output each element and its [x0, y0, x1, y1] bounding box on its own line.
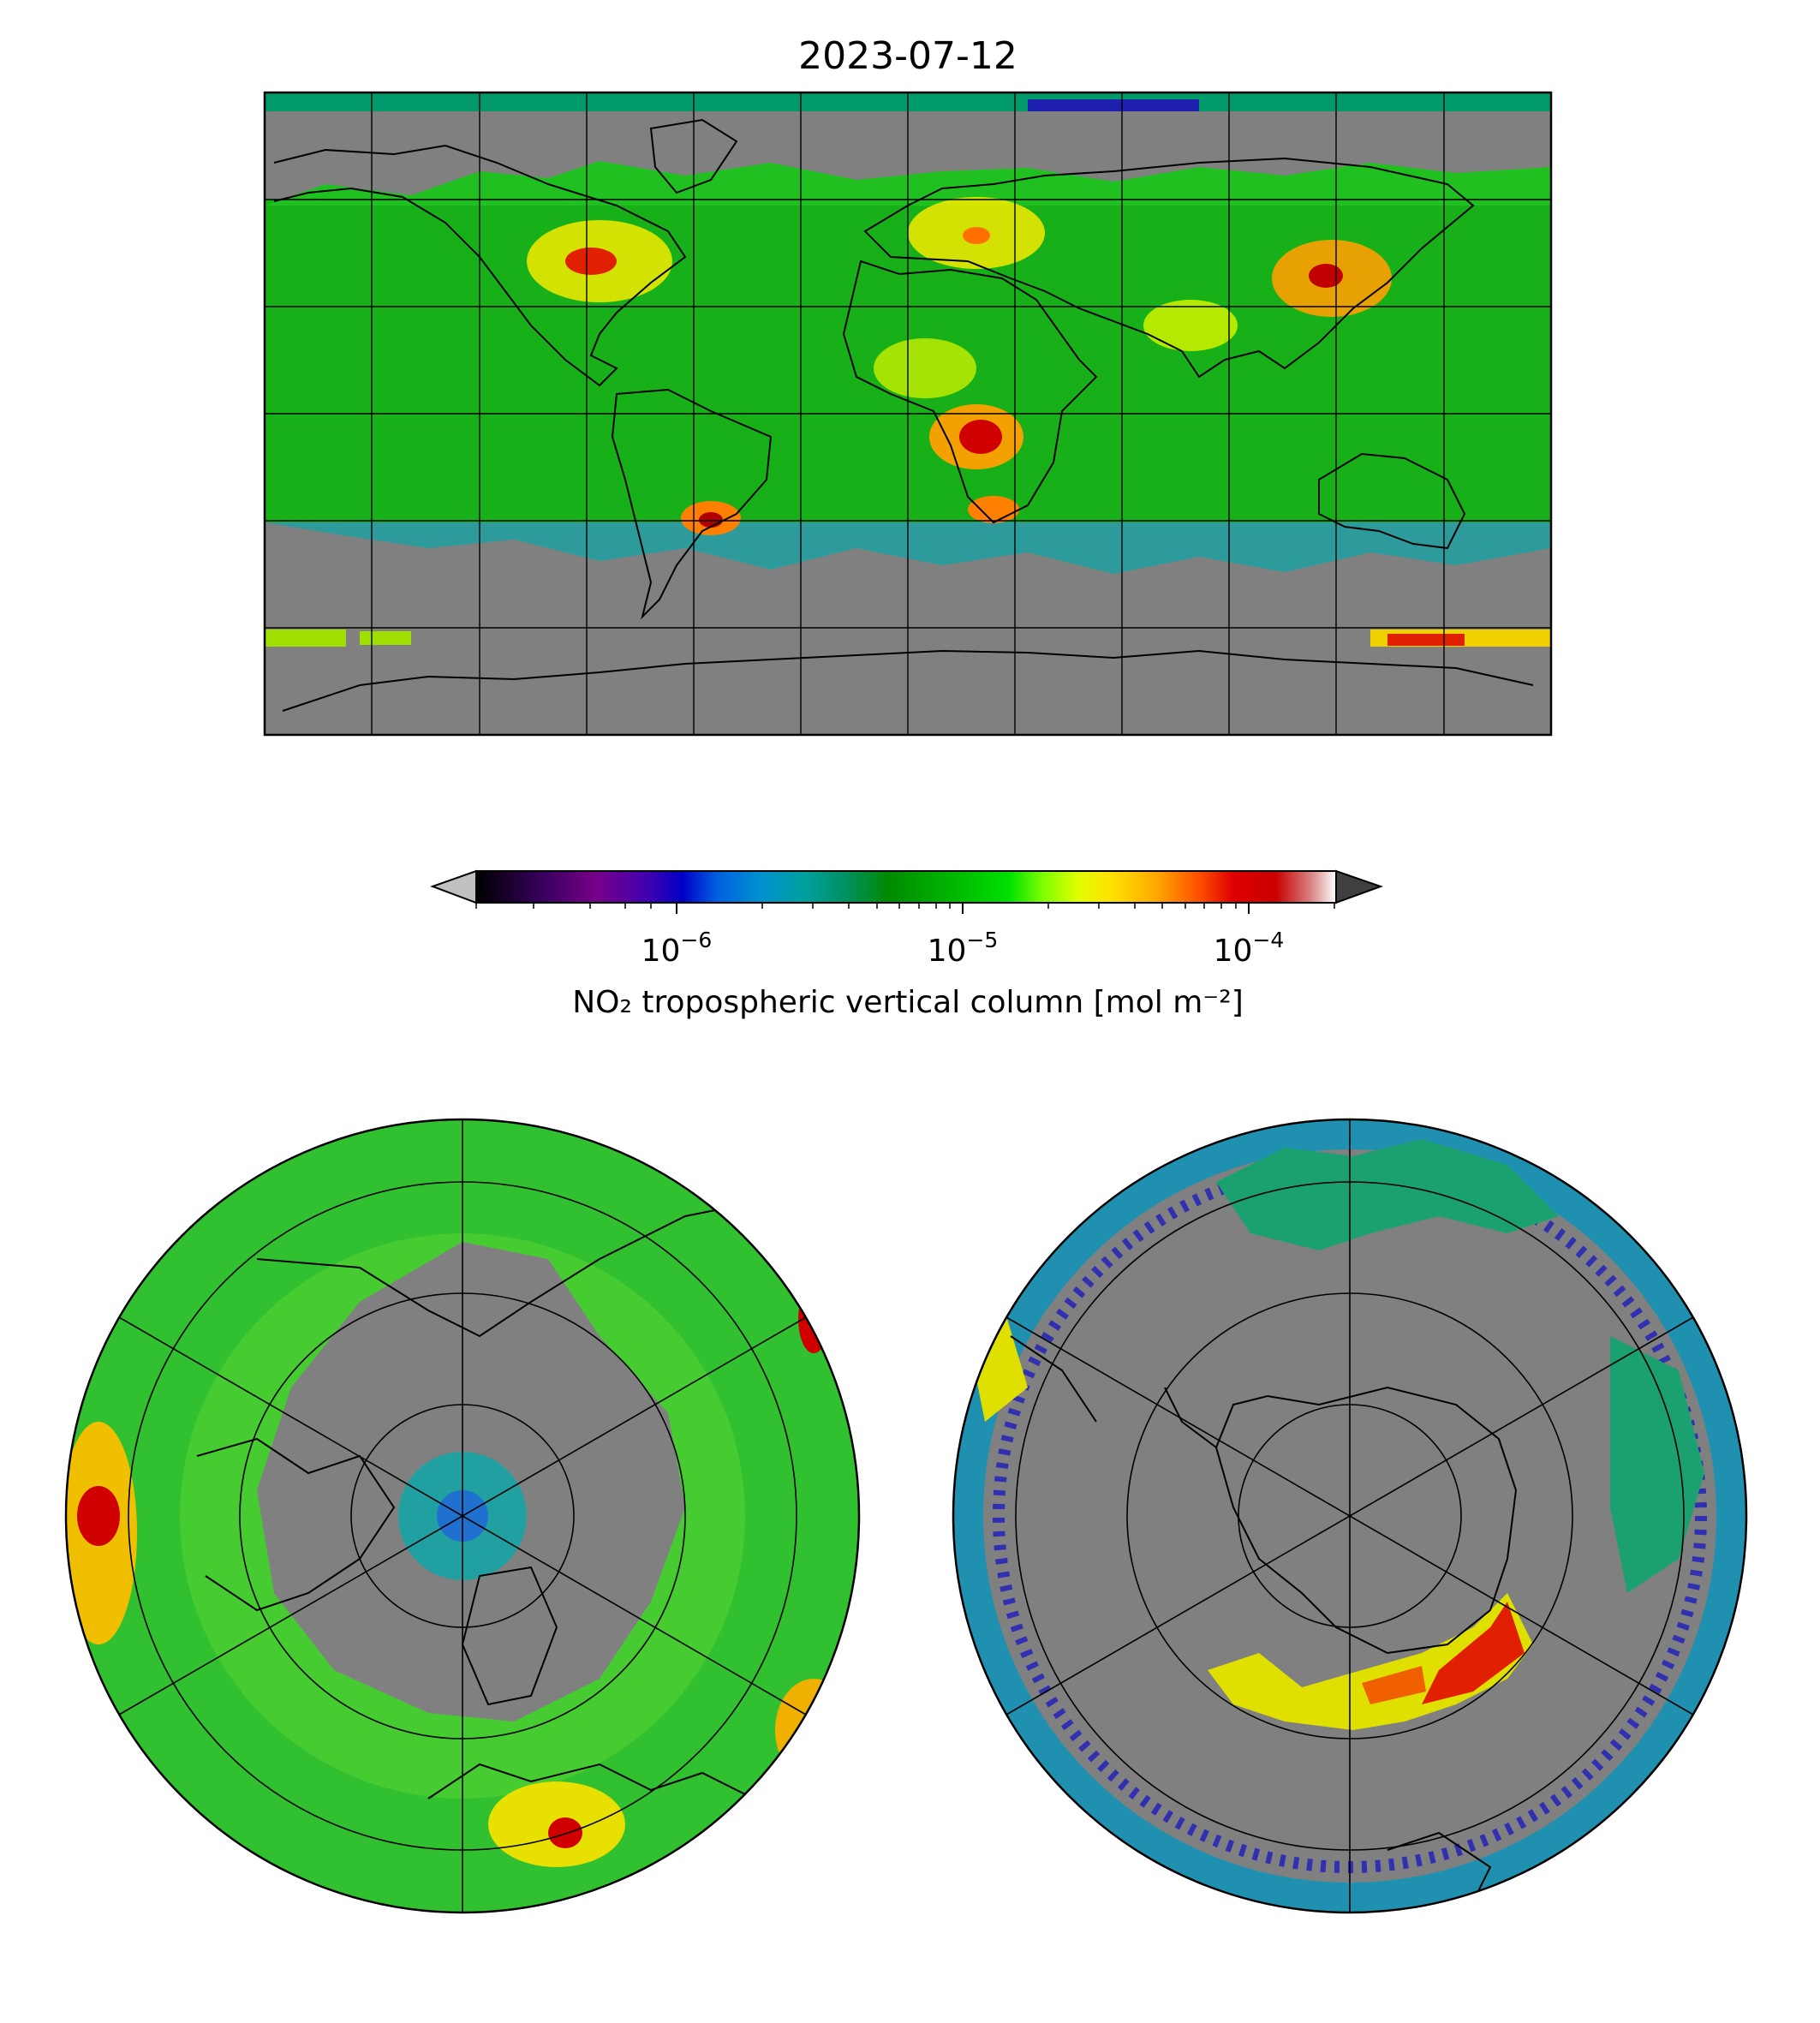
coast-africa [842, 260, 1098, 524]
colorbar-tick-label: 10−5 [928, 928, 999, 969]
hotspot-north-america-core [565, 248, 617, 275]
global-map-arctic-strip-blue [1028, 99, 1199, 111]
coast-greenland [649, 118, 738, 194]
north-polar-frame [64, 1118, 861, 1914]
global-map-austral-strip-red [1387, 634, 1465, 646]
south-polar-frame [952, 1118, 1748, 1914]
hotspot-central-africa-core [959, 420, 1002, 454]
south-polar-coast-peninsula [1164, 1387, 1217, 1448]
south-polar-coast-antarctica [1214, 1386, 1518, 1655]
north-polar-hotspot-europe-core [548, 1817, 582, 1848]
coast-antarctica [282, 649, 1534, 712]
hotspot-west-africa [874, 338, 976, 398]
coast-south-america [611, 388, 773, 620]
colorbar-tick-label: 10−4 [1214, 928, 1285, 969]
south-polar-coast-australia [1387, 1831, 1492, 1902]
south-polar-emission-core [1422, 1602, 1525, 1704]
hotspot-southern-africa [968, 496, 1019, 523]
north-polar-hotspot-left-core [77, 1486, 120, 1546]
south-polar-right-data [1610, 1336, 1704, 1593]
north-polar-coast-asia [256, 1198, 772, 1338]
coast-eurasia [863, 157, 1475, 379]
hotspot-europe-core [963, 227, 990, 244]
global-map-austral-strip-2 [360, 631, 411, 645]
global-map-frame [263, 91, 1553, 737]
colorbar-tick-label: 10−6 [641, 928, 713, 969]
north-polar-coast-europe [427, 1763, 755, 1799]
north-polar-hotspot-right [775, 1679, 852, 1781]
figure-title: 2023-07-12 [798, 34, 1017, 78]
colorbar-under-extend [430, 869, 477, 904]
south-polar-coast-south-america [1010, 1335, 1097, 1423]
colorbar-label: NO₂ tropospheric vertical column [mol m⁻… [572, 985, 1244, 1020]
colorbar-gradient [475, 870, 1337, 904]
south-polar-map [952, 1118, 1748, 1914]
colorbar: 10−6 10−5 10−4 NO₂ tropospheric vertical… [430, 869, 1383, 1020]
coast-north-america [273, 144, 687, 387]
north-polar-map [64, 1118, 861, 1914]
global-map-austral-strip [265, 630, 346, 647]
hotspot-south-america-core [699, 512, 723, 528]
hotspot-india [1143, 300, 1238, 351]
global-map [263, 91, 1553, 737]
colorbar-over-extend [1335, 869, 1383, 904]
north-polar-coast-america [196, 1437, 396, 1612]
south-polar-emission-core-2 [1362, 1666, 1426, 1704]
hotspot-east-asia-core [1309, 264, 1343, 288]
south-polar-top-data [1216, 1139, 1559, 1250]
